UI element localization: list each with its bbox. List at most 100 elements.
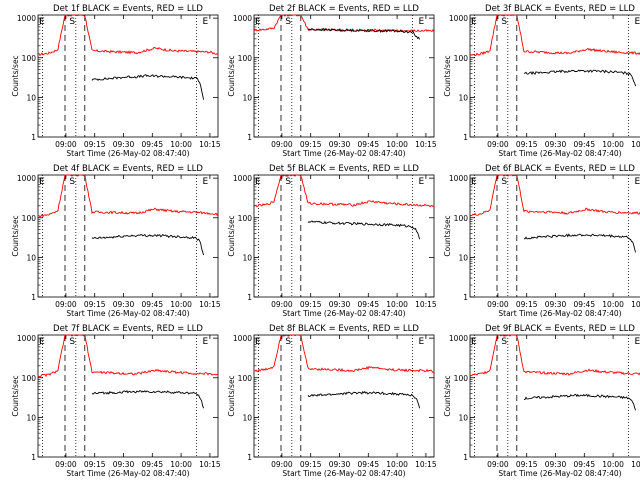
y-tick-label: 1000	[233, 174, 252, 183]
plot-frame	[469, 174, 640, 298]
events-series-line	[307, 390, 421, 409]
y-axis-label: Counts/sec	[11, 55, 20, 96]
end-marker-label-left: E	[39, 17, 45, 27]
x-tick-label: 10:00	[170, 460, 192, 469]
end-marker-label-left: E	[471, 17, 477, 27]
panel-title: Det 7f BLACK = Events, RED = LLD	[53, 324, 203, 334]
panel-title: Det 8f BLACK = Events, RED = LLD	[269, 324, 419, 334]
y-axis-label: Counts/sec	[227, 55, 236, 96]
y-tick-label: 1	[463, 453, 468, 462]
events-series-line	[524, 233, 637, 253]
x-axis-label: Start Time (26-May-02 08:47:40)	[66, 309, 189, 318]
plot-frame	[469, 334, 640, 458]
panel-1: Det 1f BLACK = Events, RED = LLD 1 10 100 10…	[11, 4, 221, 158]
start-marker-label: S	[501, 17, 507, 27]
x-tick-label: 10:15	[631, 140, 640, 149]
y-tick-label: 10	[458, 93, 468, 102]
end-marker-label: E	[419, 337, 425, 347]
end-marker-label: E	[419, 17, 425, 27]
y-tick-label: 1	[463, 293, 468, 302]
end-marker-label-left: E	[471, 177, 477, 187]
y-tick-label: 1	[247, 293, 252, 302]
y-tick-label: 100	[238, 54, 253, 63]
panel-3: Det 3f BLACK = Events, RED = LLD 1 10 100 10…	[443, 4, 640, 158]
events-series-line	[307, 27, 421, 40]
panel-title: Det 1f BLACK = Events, RED = LLD	[53, 4, 203, 14]
y-tick-label: 1	[31, 453, 36, 462]
x-tick-label: 10:15	[199, 140, 221, 149]
lld-series-line	[469, 334, 640, 377]
x-tick-label: 10:00	[386, 460, 408, 469]
panel-title: Det 2f BLACK = Events, RED = LLD	[269, 4, 419, 14]
x-tick-label: 09:15	[516, 140, 538, 149]
y-tick-label: 10	[26, 253, 36, 262]
x-tick-label: 10:00	[602, 300, 624, 309]
y-tick-label: 1000	[17, 174, 36, 183]
x-tick-label: 09:00	[55, 300, 77, 309]
x-tick-label: 09:30	[545, 300, 567, 309]
panel-title: Det 4f BLACK = Events, RED = LLD	[53, 164, 203, 174]
x-tick-label: 09:30	[113, 140, 135, 149]
x-axis-label: Start Time (26-May-02 08:47:40)	[66, 149, 189, 158]
start-marker-label: S	[501, 337, 507, 347]
end-marker-label: E	[419, 177, 425, 187]
events-series-line	[91, 233, 205, 256]
y-tick-label: 1	[247, 133, 252, 142]
end-marker-label-left: E	[39, 177, 45, 187]
y-tick-label: 100	[238, 214, 253, 223]
plot-frame	[253, 174, 435, 298]
x-axis-label: Start Time (26-May-02 08:47:40)	[66, 469, 189, 478]
x-tick-label: 10:00	[170, 300, 192, 309]
end-marker-label: E	[203, 17, 209, 27]
x-tick-label: 09:45	[357, 140, 379, 149]
plot-frame	[253, 14, 435, 138]
x-tick-label: 10:00	[602, 140, 624, 149]
lld-series-line	[253, 174, 435, 208]
x-tick-label: 09:15	[300, 140, 322, 149]
y-axis-label: Counts/sec	[443, 215, 452, 256]
end-marker-label: E	[635, 177, 640, 187]
y-axis-label: Counts/sec	[443, 375, 452, 416]
panel-9: Det 9f BLACK = Events, RED = LLD 1 10 100 10…	[443, 324, 640, 478]
lld-series-line	[37, 334, 219, 378]
x-axis-label: Start Time (26-May-02 08:47:40)	[282, 309, 405, 318]
lld-series-line	[37, 174, 219, 218]
x-tick-label: 09:45	[357, 460, 379, 469]
events-series-line	[524, 69, 637, 87]
end-marker-label: E	[203, 337, 209, 347]
x-tick-label: 09:00	[55, 460, 77, 469]
x-tick-label: 09:45	[573, 140, 595, 149]
y-tick-label: 100	[454, 54, 469, 63]
start-marker-label: S	[69, 337, 75, 347]
x-axis-label: Start Time (26-May-02 08:47:40)	[498, 309, 621, 318]
y-tick-label: 100	[22, 374, 37, 383]
x-tick-label: 09:15	[84, 300, 106, 309]
start-marker-label: S	[285, 17, 291, 27]
events-series-line	[91, 74, 205, 100]
y-tick-label: 1000	[17, 14, 36, 23]
plot-frame	[469, 14, 640, 138]
x-tick-label: 09:15	[516, 460, 538, 469]
x-tick-label: 09:30	[329, 140, 351, 149]
x-tick-label: 09:30	[329, 300, 351, 309]
y-tick-label: 1000	[233, 14, 252, 23]
panel-5: Det 5f BLACK = Events, RED = LLD 1 10 100 10…	[227, 164, 437, 318]
start-marker-label: S	[285, 177, 291, 187]
y-tick-label: 10	[458, 413, 468, 422]
x-tick-label: 09:15	[300, 460, 322, 469]
x-tick-label: 10:15	[631, 300, 640, 309]
events-series-line	[91, 390, 205, 409]
y-tick-label: 1000	[449, 14, 468, 23]
y-tick-label: 1	[463, 133, 468, 142]
y-tick-label: 1000	[449, 334, 468, 343]
lld-series-line	[469, 14, 640, 57]
events-series-line	[523, 393, 637, 411]
panel-4: Det 4f BLACK = Events, RED = LLD 1 10 100 10…	[11, 164, 221, 318]
x-tick-label: 09:15	[300, 300, 322, 309]
y-tick-label: 1	[31, 293, 36, 302]
x-tick-label: 09:30	[545, 460, 567, 469]
x-tick-label: 10:15	[415, 140, 437, 149]
x-tick-label: 10:15	[199, 300, 221, 309]
